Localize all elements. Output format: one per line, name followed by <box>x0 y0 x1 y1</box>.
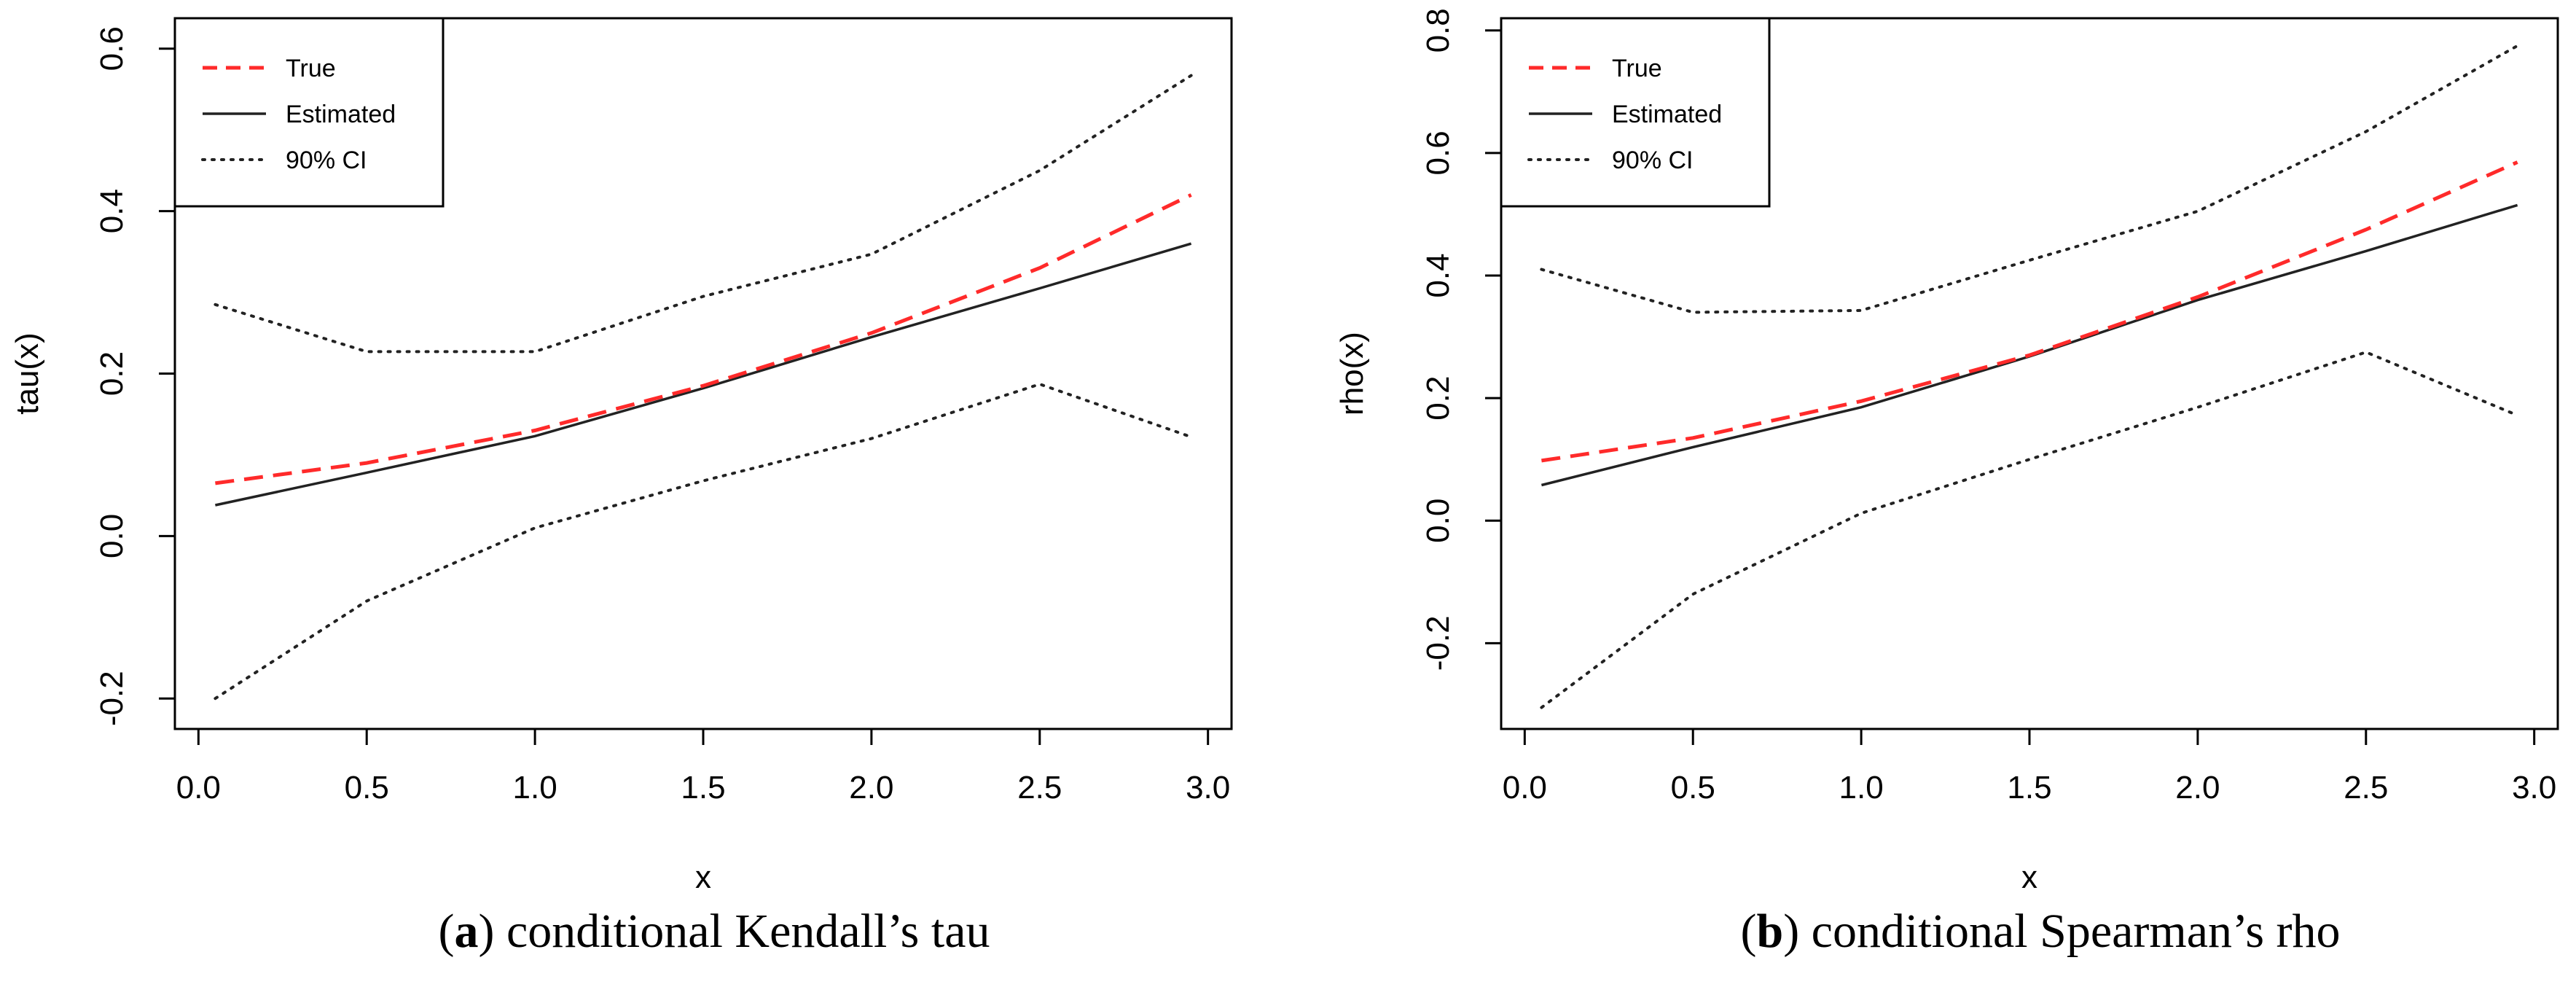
x-tick-label: 3.0 <box>1186 770 1230 805</box>
series-line-90-ci <box>1540 44 2519 314</box>
x-tick-label: 1.5 <box>681 770 725 805</box>
series-line-90-ci <box>214 74 1193 354</box>
y-axis-title: tau(x) <box>9 332 45 414</box>
legend-label: 90% CI <box>286 147 367 174</box>
y-tick-label: 0.0 <box>94 514 130 558</box>
x-tick-label: 2.5 <box>2344 770 2388 805</box>
caption-a-text: conditional Kendall’s tau <box>506 905 990 958</box>
y-tick-label: 0.8 <box>1420 8 1456 52</box>
series-line-90-ci-lower <box>214 382 1193 701</box>
y-tick-label: 0.2 <box>1420 376 1456 421</box>
x-tick-label: 1.5 <box>2007 770 2051 805</box>
x-axis-title: x <box>695 859 711 895</box>
series-line-estimated <box>215 242 1192 507</box>
y-tick-label: 0.6 <box>94 26 130 71</box>
y-tick-label: 0.6 <box>1420 130 1456 175</box>
legend-label: True <box>286 55 336 82</box>
caption-a-letter: a <box>454 905 479 958</box>
caption-a: (a) conditional Kendall’s tau <box>438 905 990 958</box>
y-tick-label: -0.2 <box>1420 615 1456 671</box>
y-tick-label: 0.0 <box>1420 499 1456 543</box>
y-axis-title: rho(x) <box>1334 332 1370 416</box>
series-line-90-ci-lower <box>1540 350 2519 709</box>
x-axis-title: x <box>2021 859 2037 895</box>
x-tick-label: 0.5 <box>1671 770 1715 805</box>
legend-box <box>173 17 445 208</box>
x-tick-label: 2.5 <box>1017 770 1062 805</box>
caption-b-letter: b <box>1756 905 1784 958</box>
x-tick-label: 0.5 <box>345 770 389 805</box>
x-tick-label: 3.0 <box>2512 770 2556 805</box>
caption-b: (b) conditional Spearman’s rho <box>1740 905 2341 958</box>
x-tick-label: 0.0 <box>176 770 221 805</box>
legend-label: 90% CI <box>1612 147 1694 174</box>
legend-label: Estimated <box>1612 101 1722 128</box>
series-line-estimated <box>1540 203 2518 487</box>
x-tick-label: 1.0 <box>513 770 557 805</box>
legend-label: True <box>1612 55 1662 82</box>
legend-box <box>1500 17 1771 208</box>
panel-spearman-rho: 0.0 0.5 1.0 1.5 2.0 2.5 3.0 -0.2 0.0 0.2 0.4 0.6 0.8… <box>1334 8 2559 895</box>
y-tick-label: 0.2 <box>94 351 130 396</box>
x-tick-label: 2.0 <box>849 770 893 805</box>
x-tick-label: 2.0 <box>2175 770 2220 805</box>
series-line-true <box>215 193 1192 485</box>
caption-b-text: conditional Spearman’s rho <box>1811 905 2341 958</box>
legend-label: Estimated <box>286 101 396 128</box>
y-tick-label: -0.2 <box>94 671 130 726</box>
x-tick-label: 1.0 <box>1839 770 1884 805</box>
y-tick-label: 0.4 <box>1420 253 1456 297</box>
y-tick-label: 0.4 <box>94 189 130 233</box>
x-tick-label: 0.0 <box>1503 770 1547 805</box>
series-line-true <box>1541 160 2518 463</box>
panel-kendall-tau: 0.0 0.5 1.0 1.5 2.0 2.5 3.0 -0.2 0.0 0.2 0.4 0.6 x ta… <box>9 17 1233 895</box>
